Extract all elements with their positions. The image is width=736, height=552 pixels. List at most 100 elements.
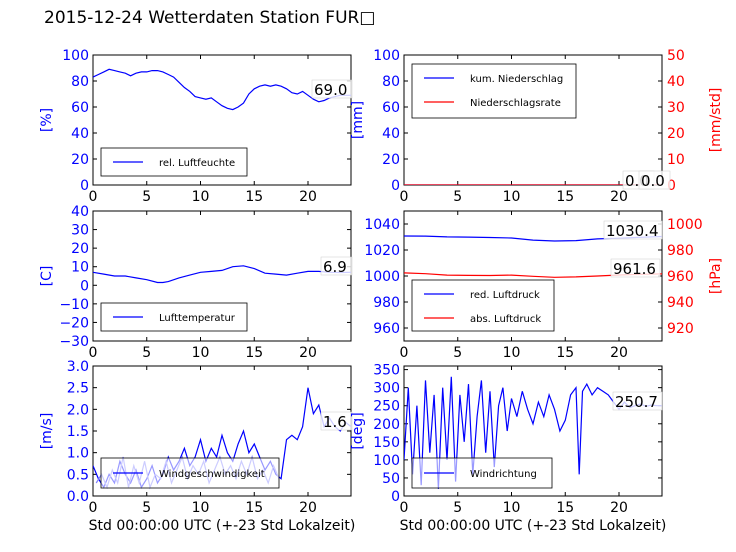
x-axis-label: Std 00:00:00 UTC (+-23 Std Lokalzeit) (89, 518, 356, 534)
current-value-label: 1.6 (323, 413, 347, 431)
legend-label: abs. Luftdruck (470, 314, 541, 325)
y-tick-label-right: 980 (667, 243, 694, 259)
series-line-lufttemperatur (93, 265, 351, 284)
y-tick-label: 200 (373, 417, 400, 433)
y-tick-label: −10 (59, 297, 89, 313)
value-label-box-right (638, 170, 671, 190)
y-tick-label: 10 (71, 260, 89, 276)
y-tick-label: 20 (71, 152, 89, 168)
x-tick-label: 0 (89, 189, 98, 205)
y-tick-label: 60 (382, 100, 400, 116)
x-axis-label: Std 00:00:00 UTC (+-23 Std Lokalzeit) (400, 518, 667, 534)
y-tick-label: 80 (382, 74, 400, 90)
y-tick-label: 30 (71, 223, 89, 239)
x-tick-label: 5 (142, 345, 151, 361)
x-tick-label: 15 (556, 345, 574, 361)
x-tick-label: 10 (503, 500, 521, 516)
y-tick-label: 1.0 (67, 446, 89, 462)
panel-precipitation: 0 5 10 15 20 0 20 40 60 80 100 0 10 20 30 40 50 [mm] [mm/s… (350, 48, 724, 205)
y-tick-label-right: 10 (667, 152, 685, 168)
x-tick-label: 0 (89, 500, 98, 516)
legend-label: rel. Luftfeuchte (159, 158, 235, 169)
x-tick-label: 5 (453, 189, 462, 205)
x-tick-label: 5 (453, 500, 462, 516)
y-tick-label: 960 (373, 321, 400, 337)
legend-label: Windrichtung (470, 469, 537, 480)
y-tick-label: 3.0 (67, 359, 89, 375)
y-axis-label: [m/s] (39, 413, 55, 450)
y-tick-label: 40 (71, 204, 89, 220)
x-tick-label: 20 (610, 189, 628, 205)
panel-temperature: 0 5 10 15 20 −30 −20 −10 0 10 20 30 40 [C] Lufttempera… (39, 204, 353, 361)
x-tick-label: 10 (192, 189, 210, 205)
y-tick-label: 0 (80, 278, 89, 294)
y-tick-label: 350 (373, 363, 400, 379)
value-label-box (320, 256, 353, 276)
panel-windspeed: 0 5 10 15 20 0.0 0.5 1.0 1.5 2.0 2.5 3.0 [m/s] Std 00… (39, 359, 355, 534)
x-tick-label: 5 (142, 500, 151, 516)
figure-title: 2015-12-24 Wetterdaten Station FUR□ (44, 8, 376, 28)
panel-humidity: 0 5 10 15 20 0 20 40 60 80 100 [%] rel. Luftfeuchte 6… (39, 48, 353, 205)
value-label-box-right (610, 258, 661, 278)
y-tick-label: 0.0 (67, 489, 89, 505)
y-axis-label-right: [hPa] (708, 258, 724, 294)
legend-box (411, 63, 577, 119)
y-tick-label: 20 (71, 241, 89, 257)
y-tick-label: 0 (80, 178, 89, 194)
y-tick-label-right: 1000 (667, 217, 703, 233)
y-tick-label-right: 30 (667, 100, 685, 116)
y-tick-label: 1000 (364, 269, 400, 285)
current-value-label: 69.0 (314, 81, 347, 99)
x-tick-label: 10 (192, 345, 210, 361)
legend-label: Niederschlagsrate (470, 98, 561, 109)
legend-box (411, 279, 555, 332)
y-tick-label: 980 (373, 295, 400, 311)
value-label-box (612, 391, 663, 411)
y-tick-label: 250 (373, 399, 400, 415)
y-tick-label-right: 40 (667, 74, 685, 90)
current-value-label-right: 0.0 (641, 172, 665, 190)
series-line-rel-luftfeuchte (93, 68, 351, 111)
y-tick-label: 2.5 (67, 381, 89, 397)
y-tick-label-right: 20 (667, 126, 685, 142)
x-tick-label: 20 (299, 345, 317, 361)
y-tick-label: 1.5 (67, 424, 89, 440)
y-tick-label: 1040 (364, 217, 400, 233)
y-tick-label: 300 (373, 381, 400, 397)
x-tick-label: 10 (503, 189, 521, 205)
legend-label: Windgeschwindigkeit (159, 469, 265, 480)
x-tick-label: 10 (192, 500, 210, 516)
current-value-label: 1030.4 (606, 222, 659, 240)
y-axis-label: [%] (39, 108, 55, 132)
y-axis-label: [mm] (350, 101, 366, 139)
legend-label: Lufttemperatur (159, 313, 236, 324)
y-tick-label-right: 960 (667, 269, 694, 285)
current-value-label: 6.9 (323, 258, 347, 276)
legend-label: kum. Niederschlag (470, 74, 563, 85)
y-tick-label-right: 50 (667, 48, 685, 64)
y-tick-label: 150 (373, 435, 400, 451)
x-tick-label: 0 (400, 500, 409, 516)
value-label-box (320, 411, 353, 431)
current-value-label: 250.7 (615, 393, 658, 411)
x-tick-label: 15 (245, 345, 263, 361)
y-tick-label: 1020 (364, 243, 400, 259)
y-tick-label: 50 (382, 471, 400, 487)
y-tick-label-right: 940 (667, 295, 694, 311)
y-tick-label: 40 (382, 126, 400, 142)
x-tick-label: 20 (610, 500, 628, 516)
x-tick-label: 15 (556, 500, 574, 516)
x-tick-label: 10 (503, 345, 521, 361)
current-value-label-right: 961.6 (613, 260, 656, 278)
x-tick-label: 5 (453, 345, 462, 361)
y-axis-label: [deg] (350, 412, 366, 449)
y-tick-label: 60 (71, 100, 89, 116)
panel-pressure: 0 5 10 15 20 960 980 1000 1020 1040 920 940 960 980 10… (364, 210, 724, 361)
x-tick-label: 15 (556, 189, 574, 205)
y-tick-label: 100 (373, 48, 400, 64)
legend-box (100, 457, 280, 489)
y-tick-label: −20 (59, 315, 89, 331)
y-tick-label: 2.0 (67, 402, 89, 418)
legend-label: red. Luftdruck (470, 290, 540, 301)
